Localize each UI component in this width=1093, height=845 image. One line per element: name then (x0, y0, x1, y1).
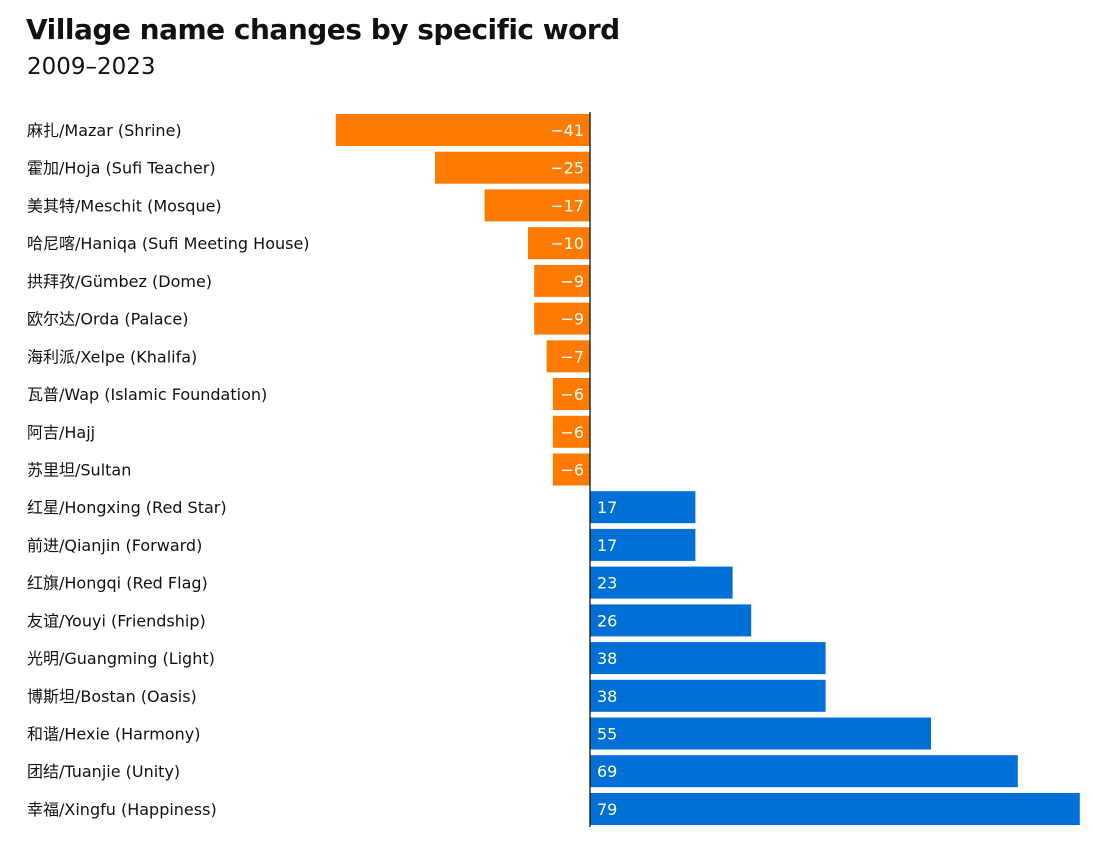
bar (590, 604, 752, 637)
chart-title: Village name changes by specific word (26, 13, 620, 46)
bar (335, 114, 590, 146)
bar (590, 528, 696, 561)
value-label: −17 (550, 196, 584, 215)
value-label: −6 (560, 461, 584, 480)
bar (528, 227, 590, 260)
value-label: −9 (560, 272, 584, 291)
value-label: 23 (597, 574, 617, 593)
category-label: 瓦普/Wap (Islamic Foundation) (27, 385, 267, 404)
bar (546, 340, 590, 373)
bar (590, 642, 826, 675)
bar (534, 302, 590, 335)
bar (590, 717, 931, 750)
category-label: 博斯坦/Bostan (Oasis) (27, 687, 197, 706)
value-label: −6 (560, 423, 584, 442)
category-label: 拱拜孜/Gümbez (Dome) (27, 272, 212, 291)
category-label: 和谐/Hexie (Harmony) (27, 725, 200, 744)
value-label: −10 (550, 234, 584, 253)
bar (552, 415, 590, 448)
chart-subtitle: 2009–2023 (27, 54, 156, 80)
category-label: 麻扎/Mazar (Shrine) (27, 121, 182, 140)
category-label: 阿吉/Hajj (27, 423, 95, 442)
value-label: −9 (560, 310, 584, 329)
value-label: 17 (597, 536, 617, 555)
value-label: −41 (550, 121, 584, 140)
category-label: 团结/Tuanjie (Unity) (27, 762, 180, 781)
bar (590, 755, 1018, 788)
bar (590, 566, 733, 599)
value-label: 38 (597, 687, 617, 706)
bar (590, 793, 1080, 825)
value-label: −25 (550, 159, 584, 178)
bar (552, 378, 590, 410)
bar (435, 151, 590, 184)
category-label: 红旗/Hongqi (Red Flag) (27, 574, 208, 593)
category-label: 霍加/Hoja (Sufi Teacher) (27, 159, 216, 178)
category-label: 欧尔达/Orda (Palace) (27, 310, 188, 329)
bar (534, 264, 590, 297)
bar (484, 189, 590, 222)
value-label: −6 (560, 385, 584, 404)
category-label: 美其特/Meschit (Mosque) (27, 196, 222, 215)
category-label: 幸福/Xingfu (Happiness) (27, 800, 217, 819)
value-label: 17 (597, 498, 617, 517)
category-label: 友谊/Youyi (Friendship) (27, 611, 206, 630)
bar (590, 491, 696, 524)
category-label: 光明/Guangming (Light) (27, 649, 215, 668)
bar (590, 679, 826, 712)
value-label: 38 (597, 649, 617, 668)
category-label: 哈尼喀/Haniqa (Sufi Meeting House) (27, 234, 310, 253)
value-label: 55 (597, 725, 617, 744)
category-label: 前进/Qianjin (Forward) (27, 536, 202, 555)
value-label: 69 (597, 762, 617, 781)
category-label: 苏里坦/Sultan (27, 461, 131, 480)
bar (552, 453, 590, 486)
category-label: 海利派/Xelpe (Khalifa) (27, 347, 197, 366)
value-label: 79 (597, 800, 617, 819)
value-label: 26 (597, 611, 617, 630)
value-label: −7 (560, 347, 584, 366)
category-label: 红星/Hongxing (Red Star) (27, 498, 227, 517)
